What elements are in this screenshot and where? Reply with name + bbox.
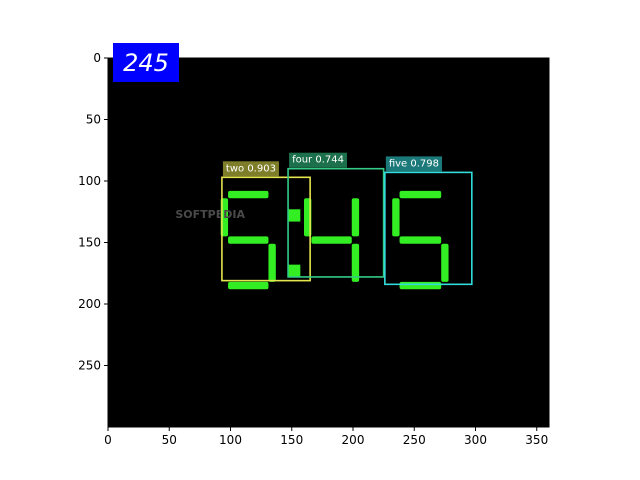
x-axis: 0 50 100 150 200 250 300 350 — [104, 427, 548, 447]
watermark: SOFTPEDIA — [175, 208, 245, 221]
digit-segment — [351, 198, 360, 237]
digit-segment — [392, 198, 400, 237]
detection-five: five 0.798 — [384, 156, 473, 286]
badge-text: 245 — [123, 49, 169, 77]
x-tick-label: 0 — [104, 433, 112, 447]
digit-segment — [268, 243, 276, 282]
y-axis: 0 50 100 150 200 250 — [78, 51, 108, 373]
digit-segment — [399, 236, 442, 244]
y-tick-label: 0 — [93, 51, 101, 65]
detection-two: two 0.903 — [221, 161, 311, 282]
digit-segment — [311, 236, 352, 244]
detection-label: four 0.744 — [292, 155, 344, 166]
detection-label-background — [222, 161, 279, 177]
detection-box — [384, 171, 473, 286]
value-badge: 245 — [113, 43, 179, 82]
x-tick-label: 150 — [280, 433, 303, 447]
image-content: SOFTPEDIA — [175, 190, 449, 290]
detection-label: two 0.903 — [226, 163, 276, 174]
digit-segment — [228, 236, 269, 244]
x-tick-label: 100 — [219, 433, 242, 447]
colon-dot — [288, 264, 301, 277]
detection-box — [287, 167, 385, 278]
y-tick-label: 50 — [86, 113, 101, 127]
digit-segment — [228, 281, 269, 290]
x-tick-label: 250 — [403, 433, 426, 447]
plot-area: SOFTPEDIA two 0.903 four 0.744 five 0.798 — [107, 57, 550, 428]
digit-segment — [441, 243, 449, 282]
digit-segment — [399, 281, 442, 290]
digit-4-1 — [304, 198, 360, 282]
y-tick-label: 150 — [78, 236, 101, 250]
x-tick-label: 300 — [464, 433, 487, 447]
badge-box — [113, 43, 179, 82]
detection-box — [221, 176, 311, 282]
x-tick-label: 350 — [525, 433, 548, 447]
detection-label-background — [385, 156, 443, 172]
digit-5-0 — [220, 190, 276, 290]
y-tick-label: 250 — [78, 359, 101, 373]
detection-four: four 0.744 — [287, 152, 385, 278]
clock-colon — [288, 209, 301, 277]
digit-segment — [351, 243, 360, 282]
detection-label: five 0.798 — [389, 158, 439, 169]
x-tick-label: 200 — [342, 433, 365, 447]
digit-5-2 — [392, 190, 449, 290]
y-tick-label: 200 — [78, 297, 101, 311]
colon-dot — [288, 209, 301, 222]
y-tick-label: 100 — [78, 174, 101, 188]
digit-segment — [399, 190, 442, 199]
digit-segment — [228, 190, 269, 199]
detection-label-background — [289, 152, 347, 168]
x-tick-label: 50 — [162, 433, 177, 447]
detections-layer: two 0.903 four 0.744 five 0.798 — [221, 152, 473, 286]
